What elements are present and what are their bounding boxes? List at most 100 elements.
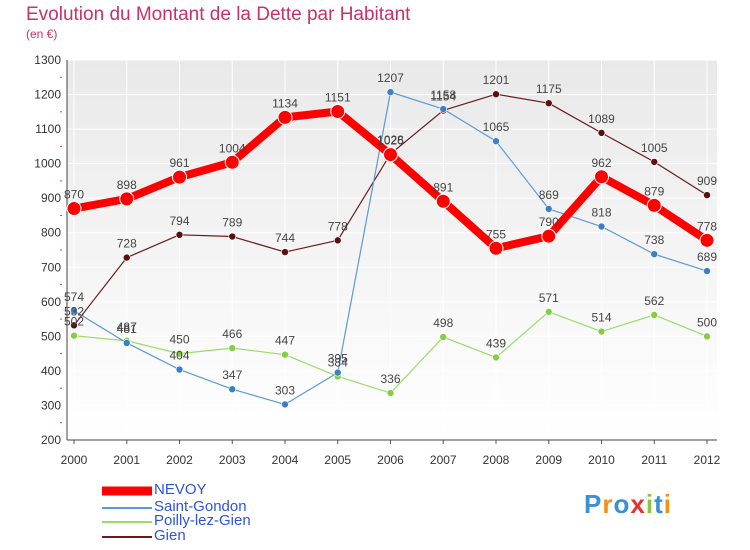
data-label: 818 xyxy=(591,206,611,220)
data-point xyxy=(703,332,711,341)
data-point xyxy=(492,137,500,145)
data-label: 481 xyxy=(117,322,137,336)
data-point xyxy=(333,368,342,377)
logo-letter: i xyxy=(663,489,672,519)
data-label: 879 xyxy=(644,184,664,198)
data-point xyxy=(439,105,448,113)
data-label: 778 xyxy=(697,219,717,233)
data-label: 738 xyxy=(644,233,664,247)
data-label: 1175 xyxy=(536,82,562,96)
data-label: 466 xyxy=(222,327,242,341)
data-point xyxy=(541,228,557,244)
data-label: 1207 xyxy=(377,71,404,85)
legend-label-Poilly-lez-Gien: Poilly-lez-Gien xyxy=(154,512,251,529)
y-tick-label: 900 xyxy=(41,191,61,205)
data-label: 1028 xyxy=(377,133,404,147)
x-tick-label: 2009 xyxy=(535,453,562,467)
data-label: 447 xyxy=(275,334,295,348)
data-label: 439 xyxy=(486,336,506,350)
data-point xyxy=(383,147,398,163)
data-label: 347 xyxy=(222,368,242,382)
x-tick-label: 2007 xyxy=(430,453,457,467)
data-point xyxy=(650,250,659,258)
data-point xyxy=(66,201,82,217)
data-point xyxy=(70,331,78,340)
logo-letter: r xyxy=(602,489,614,519)
data-point xyxy=(175,349,184,358)
x-tick-label: 2010 xyxy=(588,453,615,467)
x-tick-label: 2006 xyxy=(377,453,404,467)
y-tick-label: 400 xyxy=(41,364,61,378)
y-tick-label: 1100 xyxy=(35,122,61,136)
y-tick-label: 600 xyxy=(41,295,61,309)
data-point xyxy=(492,353,500,362)
y-tick-label: 300 xyxy=(41,398,61,412)
data-point xyxy=(122,253,131,262)
data-label: 961 xyxy=(169,156,189,170)
legend-label-Gien: Gien xyxy=(154,527,186,544)
x-tick-label: 2011 xyxy=(641,453,667,467)
data-point xyxy=(70,306,78,315)
data-label: 1201 xyxy=(483,73,510,87)
data-label: 869 xyxy=(539,188,559,202)
data-point xyxy=(70,321,78,330)
chart-subtitle: (en €) xyxy=(26,27,58,41)
data-point xyxy=(646,197,662,213)
data-point xyxy=(435,193,451,209)
logo-letter: o xyxy=(613,489,631,519)
data-label: 790 xyxy=(539,215,559,229)
plot-background xyxy=(67,60,717,440)
logo-letter: x xyxy=(630,489,646,519)
data-point xyxy=(281,350,289,359)
data-point xyxy=(544,205,553,213)
data-label: 502 xyxy=(64,315,84,329)
data-point xyxy=(597,327,606,336)
x-tick-label: 2008 xyxy=(483,453,510,467)
x-tick-label: 2003 xyxy=(219,453,246,467)
data-point xyxy=(228,232,237,241)
data-label: 1154 xyxy=(430,89,456,103)
x-tick-label: 2012 xyxy=(694,453,721,467)
data-point xyxy=(544,308,553,316)
data-point xyxy=(492,90,500,98)
data-label: 1089 xyxy=(588,112,615,126)
data-label: 500 xyxy=(697,315,717,329)
data-point xyxy=(228,385,237,394)
data-label: 487 xyxy=(117,320,137,334)
data-label: 898 xyxy=(117,178,137,192)
x-tick-label: 2000 xyxy=(61,453,88,467)
data-point xyxy=(488,240,504,256)
data-label: 1005 xyxy=(641,141,668,155)
data-point xyxy=(228,344,237,352)
data-point xyxy=(703,267,711,275)
data-point xyxy=(224,154,240,170)
logo-letter: t xyxy=(654,489,664,519)
data-point xyxy=(277,109,293,125)
data-point xyxy=(597,129,606,137)
data-point xyxy=(650,311,659,319)
data-label: 1158 xyxy=(430,88,456,102)
y-tick-label: 1000 xyxy=(34,157,61,171)
data-point xyxy=(330,103,346,119)
data-label: 571 xyxy=(539,291,559,305)
legend xyxy=(102,486,152,538)
data-point xyxy=(439,333,448,341)
data-label: 532 xyxy=(64,304,84,318)
data-label: 1026 xyxy=(377,134,404,148)
data-label: 395 xyxy=(328,352,348,366)
proxiti-logo: Proxiti xyxy=(584,489,672,520)
y-tick-label: 800 xyxy=(41,226,61,240)
data-labels: 870 898 961 1004 1134 1151 1026 891 755 790 962 879… xyxy=(64,71,717,397)
legend-label-NEVOY: NEVOY xyxy=(154,481,207,498)
data-label: 1065 xyxy=(483,120,510,134)
data-label: 728 xyxy=(117,237,137,251)
data-label: 562 xyxy=(644,294,664,308)
data-point xyxy=(699,232,715,248)
data-point xyxy=(650,158,659,166)
y-tick-label: 1200 xyxy=(34,88,61,102)
data-label: 574 xyxy=(64,290,84,304)
axes: 200 300 400 500 600 700 800 900 1000 1100 1200 1300… xyxy=(34,53,720,467)
data-point xyxy=(119,191,135,207)
